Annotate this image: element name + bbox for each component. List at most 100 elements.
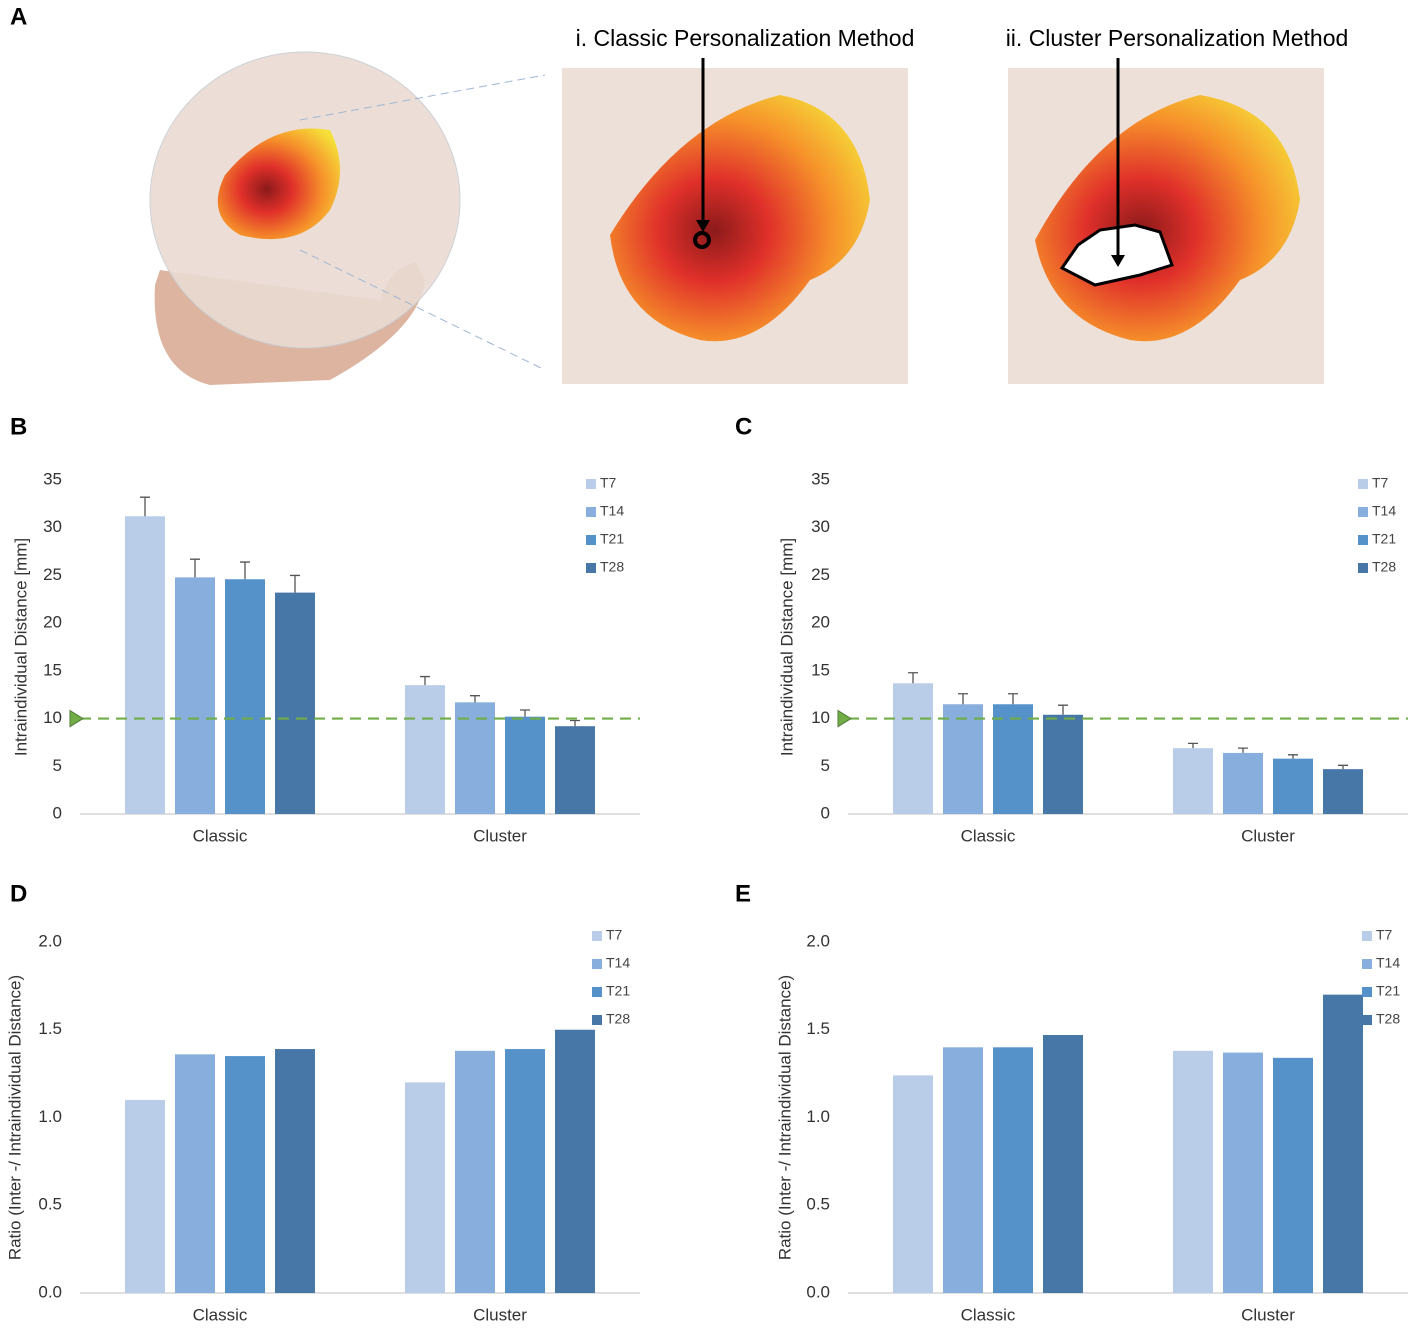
x-tick-label: Classic <box>961 1305 1016 1324</box>
legend-swatch <box>586 507 596 517</box>
legend-label: T7 <box>1376 927 1393 943</box>
bar <box>175 577 215 814</box>
bar <box>943 1047 983 1293</box>
x-tick-label: Classic <box>193 826 248 845</box>
bar <box>1273 1057 1313 1293</box>
legend-label: T21 <box>606 983 630 999</box>
error-bar <box>958 693 968 705</box>
y-axis-label: Intraindividual Distance [mm] <box>11 538 30 756</box>
error-bar <box>290 574 300 593</box>
legend-label: T7 <box>600 475 617 491</box>
y-tick-label: 20 <box>43 613 62 632</box>
error-bar <box>190 558 200 578</box>
legend-swatch <box>1358 563 1368 573</box>
head-illustration <box>149 51 546 385</box>
bar <box>225 1056 265 1293</box>
y-tick-label: 1.5 <box>38 1019 62 1038</box>
legend-swatch <box>586 479 596 489</box>
y-tick-label: 25 <box>43 565 62 584</box>
y-tick-label: 0.5 <box>38 1195 62 1214</box>
x-tick-label: Classic <box>193 1305 248 1324</box>
panel-label: E <box>735 880 751 907</box>
bar <box>275 1049 315 1293</box>
bar <box>1273 758 1313 814</box>
y-tick-label: 0.5 <box>806 1195 830 1214</box>
panel-label: B <box>10 413 27 440</box>
y-tick-label: 2.0 <box>806 931 830 950</box>
legend-swatch <box>1358 479 1368 489</box>
y-tick-label: 0.0 <box>38 1282 62 1301</box>
caption: ii. Cluster Personalization Method <box>1006 25 1349 51</box>
legend-label: T14 <box>606 955 630 971</box>
bar <box>993 704 1033 814</box>
bar <box>1043 714 1083 814</box>
bar <box>125 1099 165 1293</box>
y-axis-label: Intraindividual Distance [mm] <box>777 538 796 756</box>
bar <box>555 1029 595 1293</box>
error-bar <box>470 695 480 703</box>
reference-marker <box>837 709 852 728</box>
y-tick-label: 0 <box>821 803 830 822</box>
legend-swatch <box>1362 931 1372 941</box>
legend-label: T21 <box>1376 983 1400 999</box>
legend-swatch <box>592 1015 602 1025</box>
error-bar <box>1238 747 1248 753</box>
bar <box>1173 748 1213 814</box>
legend-swatch <box>592 987 602 997</box>
y-tick-label: 20 <box>811 613 830 632</box>
y-tick-label: 1.0 <box>38 1107 62 1126</box>
legend-label: T14 <box>1372 503 1396 519</box>
y-tick-label: 30 <box>811 517 830 536</box>
x-tick-label: Classic <box>961 826 1016 845</box>
bar <box>1043 1035 1083 1293</box>
error-bar <box>240 561 250 580</box>
legend-label: T28 <box>1376 1011 1400 1027</box>
y-tick-label: 35 <box>43 469 62 488</box>
y-axis-label: Ratio (Inter -/ Intraindividual Distance… <box>5 975 24 1260</box>
bar <box>1223 1052 1263 1293</box>
legend-label: T7 <box>606 927 623 943</box>
legend-swatch <box>1358 507 1368 517</box>
panel-label: A <box>10 3 27 30</box>
bar <box>455 702 495 814</box>
x-tick-label: Cluster <box>473 1305 527 1324</box>
legend-swatch <box>1358 535 1368 545</box>
bar <box>455 1050 495 1293</box>
legend-swatch <box>592 931 602 941</box>
y-tick-label: 10 <box>811 708 830 727</box>
zoom-classic <box>562 58 908 384</box>
y-tick-label: 35 <box>811 469 830 488</box>
bar <box>505 1049 545 1293</box>
y-tick-label: 5 <box>53 756 62 775</box>
bar <box>1223 752 1263 814</box>
legend-label: T28 <box>1372 559 1396 575</box>
y-tick-label: 0 <box>53 803 62 822</box>
bar <box>555 726 595 814</box>
error-bar <box>420 675 430 686</box>
reference-marker <box>69 709 84 728</box>
bar <box>505 716 545 814</box>
legend-swatch <box>586 535 596 545</box>
panel-label: C <box>735 413 752 440</box>
error-bar <box>1338 764 1348 770</box>
y-tick-label: 5 <box>821 756 830 775</box>
bar <box>275 592 315 814</box>
legend-swatch <box>586 563 596 573</box>
error-bar <box>570 719 580 727</box>
y-tick-label: 15 <box>811 660 830 679</box>
zoom-cluster <box>1008 58 1324 384</box>
y-tick-label: 15 <box>43 660 62 679</box>
bar <box>943 704 983 814</box>
legend-label: T21 <box>1372 531 1396 547</box>
error-bar <box>1058 704 1068 715</box>
bar <box>1173 1050 1213 1293</box>
panel-label: D <box>10 880 27 907</box>
legend-label: T7 <box>1372 475 1389 491</box>
bar <box>405 685 445 814</box>
x-tick-label: Cluster <box>1241 826 1295 845</box>
legend-swatch <box>592 959 602 969</box>
y-tick-label: 10 <box>43 708 62 727</box>
legend-swatch <box>1362 987 1372 997</box>
